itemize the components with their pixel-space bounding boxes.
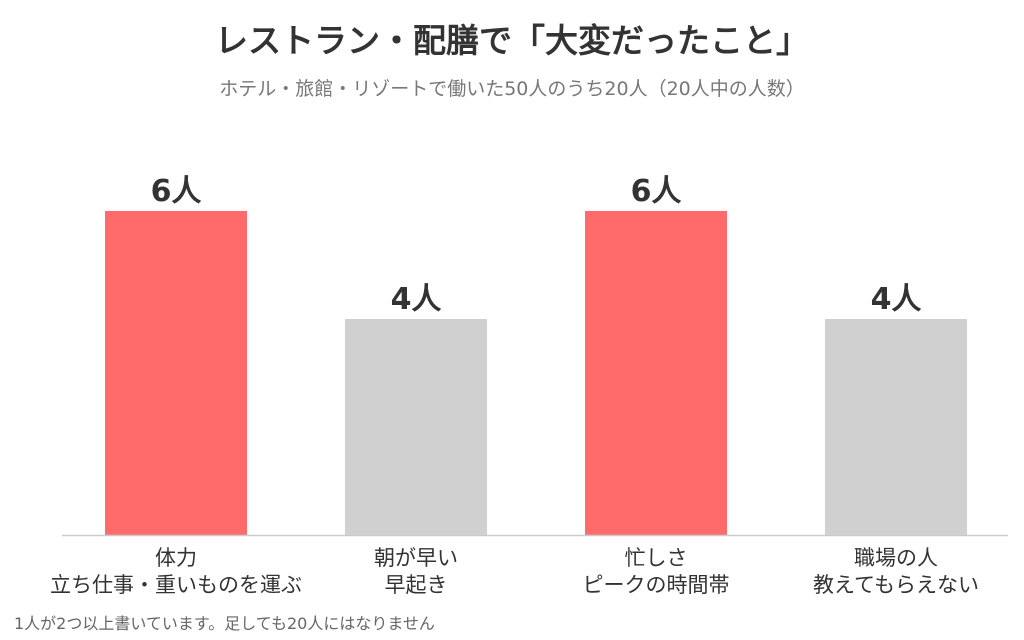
footnote: 1人が2つ以上書いています。足しても20人にはなりません bbox=[14, 614, 435, 633]
bar-value-label: 6人 bbox=[631, 174, 682, 209]
category-label: ピークの時間帯 bbox=[583, 573, 730, 597]
chart-title: レストラン・配膳で「大変だったこと」 bbox=[215, 21, 809, 60]
bar-value-label: 4人 bbox=[391, 282, 442, 317]
category-label: 朝が早い bbox=[374, 546, 458, 570]
bar-value-label: 4人 bbox=[871, 282, 922, 317]
category-label: 早起き bbox=[385, 573, 448, 597]
bar-value-label: 6人 bbox=[151, 174, 202, 209]
category-label: 立ち仕事・重いものを運ぶ bbox=[50, 573, 302, 597]
bar bbox=[825, 319, 967, 535]
category-label: 教えてもらえない bbox=[813, 573, 979, 597]
bar bbox=[585, 211, 727, 535]
category-label: 忙しさ bbox=[625, 546, 688, 570]
category-label: 体力 bbox=[155, 546, 197, 570]
bar bbox=[105, 211, 247, 535]
category-label: 職場の人 bbox=[854, 546, 938, 570]
chart-subtitle: ホテル・旅館・リゾートで働いた50人のうち20人（20人中の人数） bbox=[219, 78, 805, 100]
bar bbox=[345, 319, 487, 535]
